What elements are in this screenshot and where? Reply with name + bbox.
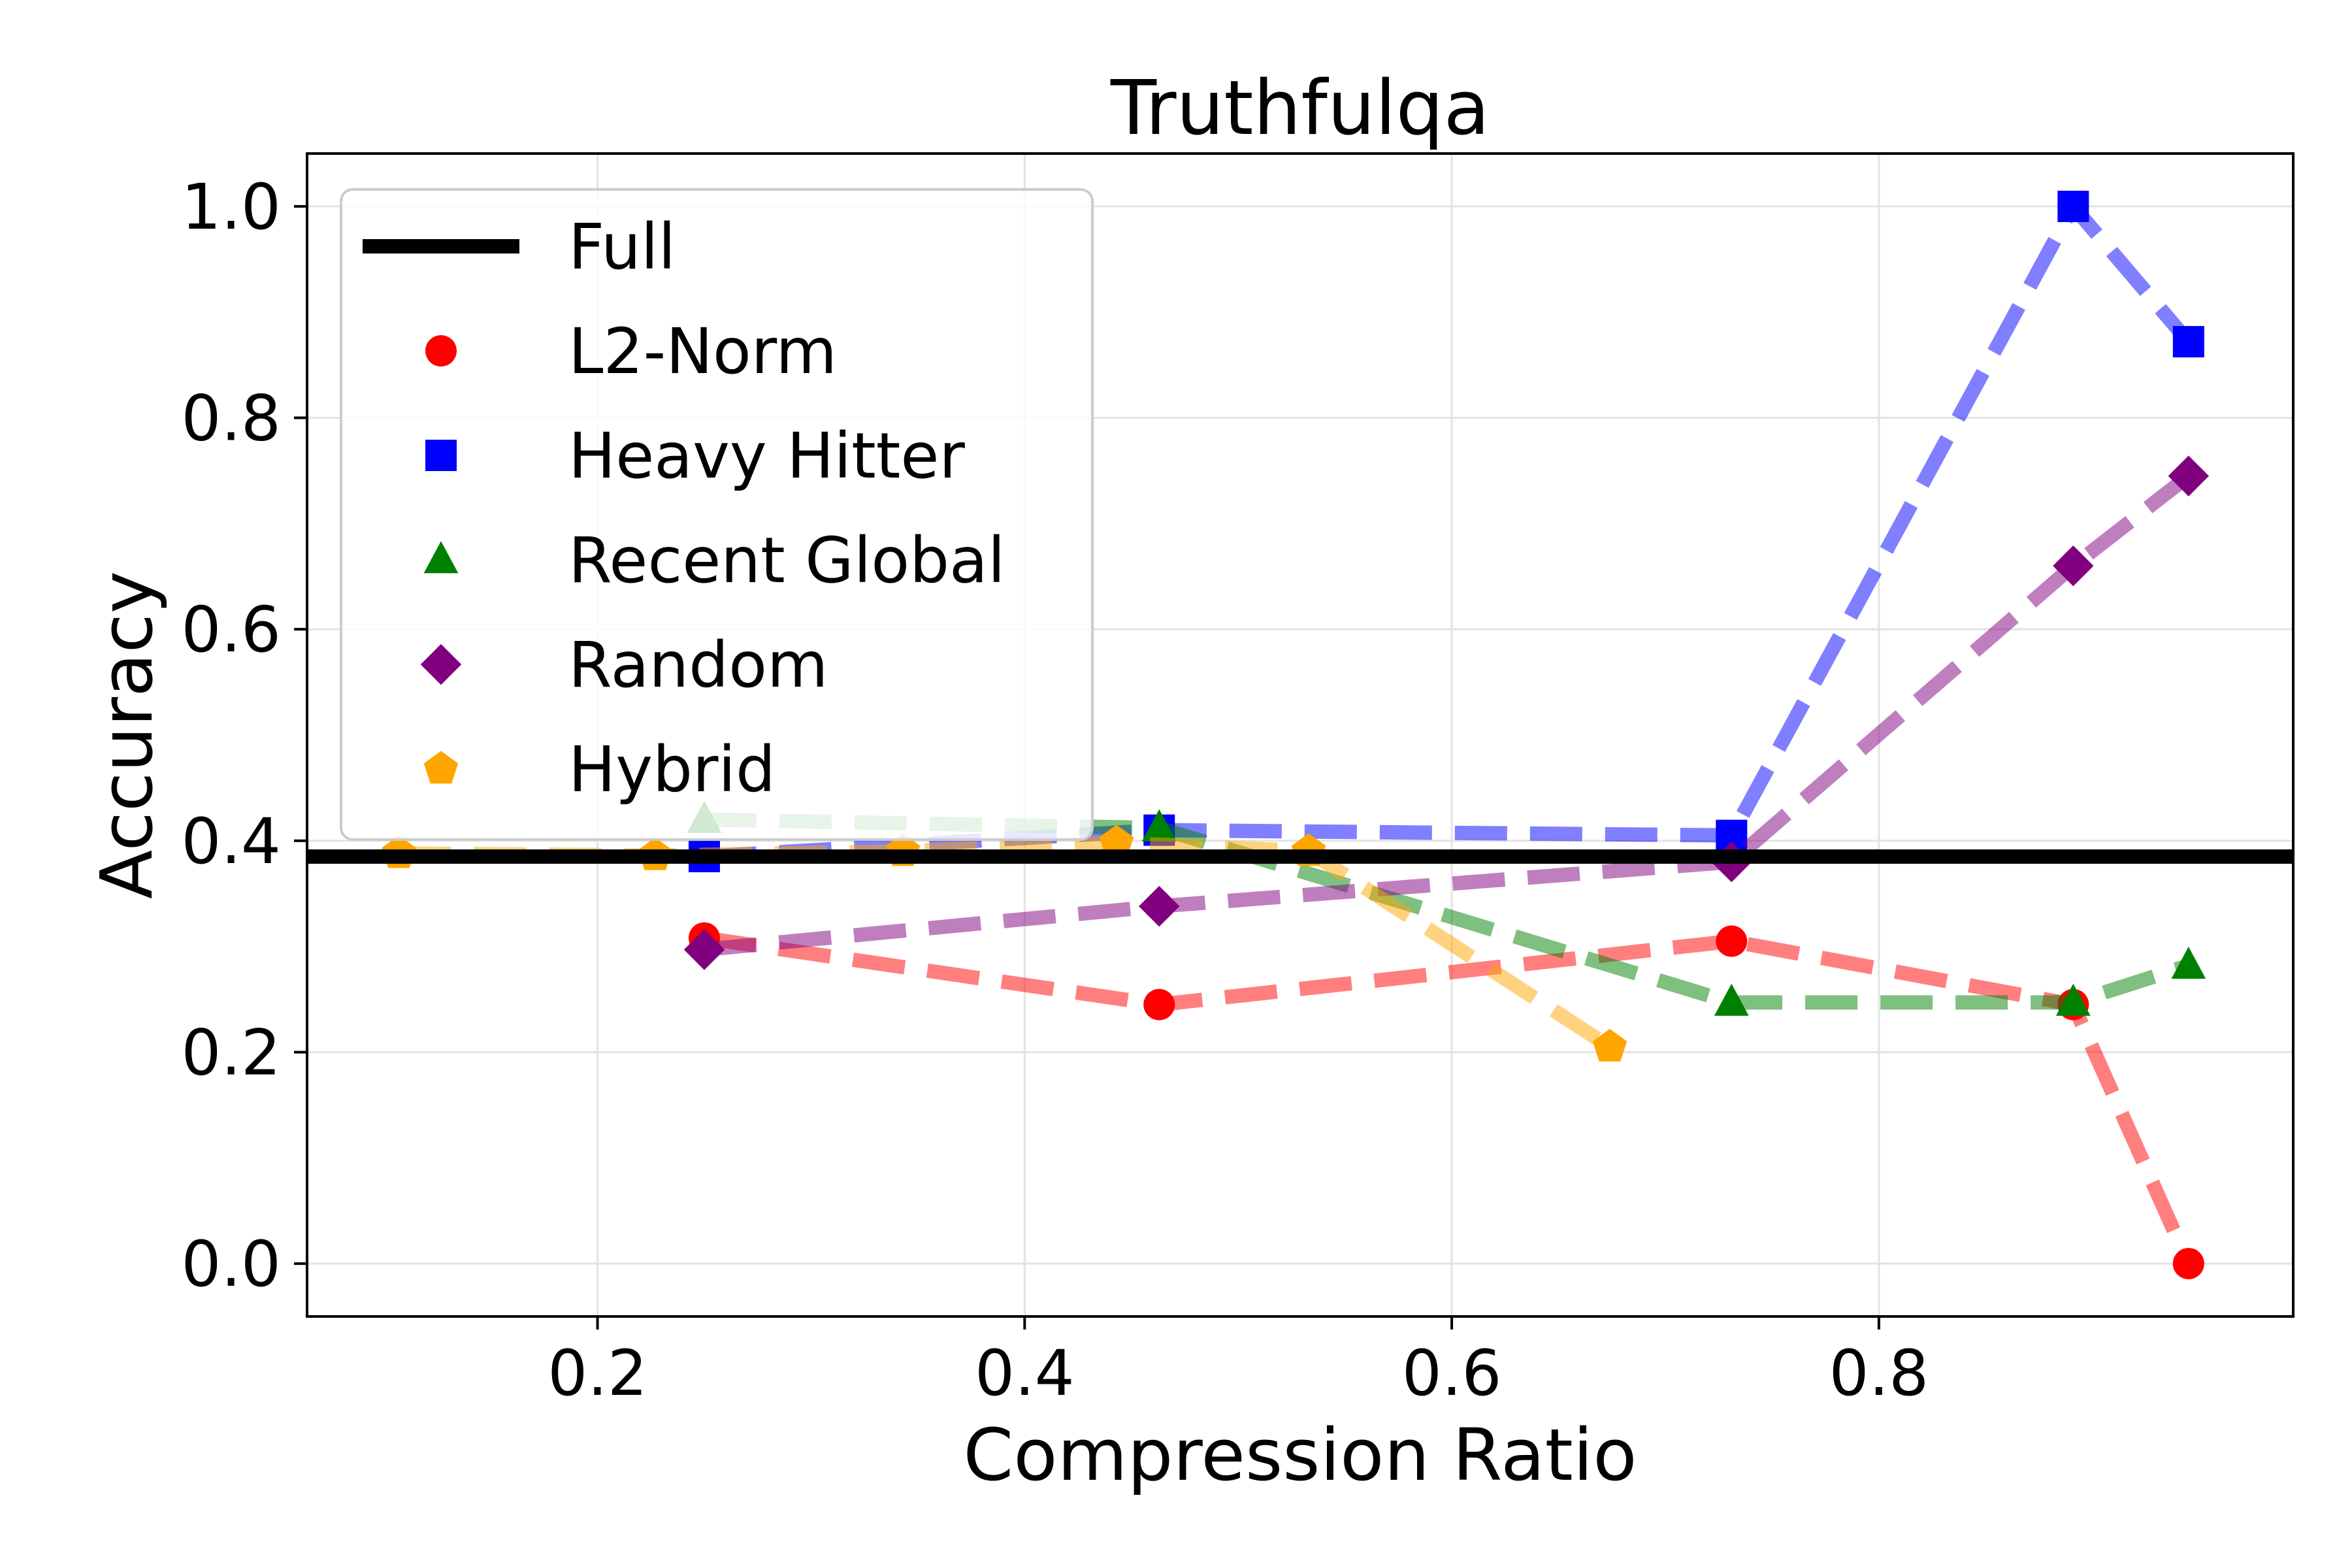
y-tick-label: 0.4 <box>181 805 281 878</box>
legend-l2-norm-swatch <box>425 335 457 367</box>
legend-hybrid-swatch <box>423 751 459 784</box>
recent-global-point <box>2055 983 2091 1016</box>
legend-heavy-hitter-swatch <box>425 440 457 471</box>
legend-label: Hybrid <box>568 733 776 806</box>
legend-label: Recent Global <box>568 524 1005 597</box>
legend-box <box>340 188 1094 841</box>
heavy-hitter-point <box>2172 326 2204 358</box>
x-tick-label: 0.8 <box>1829 1337 1929 1410</box>
hybrid-point <box>1592 1028 1627 1062</box>
recent-global-point <box>1714 983 1749 1016</box>
y-tick-label: 0.8 <box>181 382 281 455</box>
x-tick-label: 0.6 <box>1402 1337 1502 1410</box>
random-point <box>2168 455 2210 497</box>
hybrid-line <box>399 836 1614 1053</box>
y-axis: 0.0 0.2 0.4 0.6 0.8 1.0 <box>181 171 307 1301</box>
recent-global-point <box>1141 809 1177 841</box>
legend-label: Random <box>568 629 828 702</box>
x-tick-label: 0.2 <box>547 1337 647 1410</box>
l2-norm-point <box>1716 925 1748 957</box>
chart-title: Truthfulqa <box>1110 65 1490 152</box>
y-tick-label: 0.0 <box>181 1228 281 1301</box>
legend-random-swatch <box>420 644 462 685</box>
legend-label: L2-Norm <box>568 315 837 388</box>
hybrid-point <box>1099 825 1134 858</box>
plot-frame <box>306 152 2295 1318</box>
random-point <box>2053 545 2094 587</box>
heavy-hitter-point <box>2057 190 2089 222</box>
random-point <box>1139 885 1180 927</box>
random-point <box>683 929 725 970</box>
y-tick-label: 1.0 <box>181 171 281 244</box>
l2-norm-point <box>1143 988 1175 1021</box>
x-axis-title: Compression Ratio <box>963 1413 1637 1497</box>
y-axis-title: Accuracy <box>85 571 169 899</box>
l2-norm-point <box>2172 1248 2204 1280</box>
legend-label: Full <box>568 210 676 284</box>
l2-norm-line <box>703 930 2195 1267</box>
legend-recent-global-swatch <box>423 541 459 574</box>
random-line <box>703 470 2193 957</box>
y-tick-label: 0.2 <box>181 1016 281 1089</box>
legend: Full L2-Norm Heavy Hitter Recent Global Rand… <box>340 188 1094 841</box>
recent-global-point <box>2171 946 2206 979</box>
x-axis: 0.2 0.4 0.6 0.8 <box>547 1316 1929 1410</box>
legend-label: Heavy Hitter <box>568 419 965 493</box>
y-tick-label: 0.6 <box>181 593 281 666</box>
x-tick-label: 0.4 <box>975 1337 1075 1410</box>
